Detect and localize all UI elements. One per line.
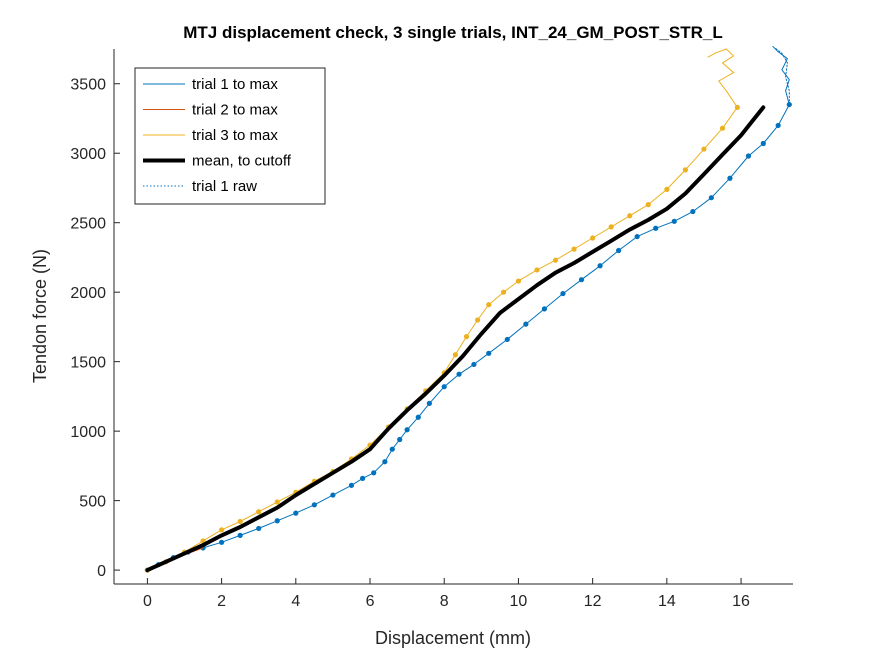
series-trial1-point bbox=[578, 277, 585, 283]
series-trial1-line bbox=[146, 104, 790, 571]
series-trial1-point bbox=[597, 263, 603, 269]
series-trial1-point bbox=[616, 247, 622, 254]
series-trial1-point bbox=[404, 427, 410, 433]
legend-label-trial1raw: trial 1 raw bbox=[192, 178, 257, 195]
series-trial3-point bbox=[463, 334, 470, 340]
series-trial1-point bbox=[690, 208, 696, 215]
series-layer bbox=[144, 45, 792, 573]
trial3-tail-line bbox=[707, 48, 738, 108]
series-trial1-point bbox=[219, 539, 225, 545]
series-trial1-point bbox=[456, 371, 462, 377]
series-trial3-point bbox=[552, 257, 559, 263]
series-trial3-point bbox=[571, 246, 577, 252]
series-trial1-point bbox=[311, 502, 317, 508]
series-trial3-point bbox=[682, 167, 688, 173]
legend-label-mean: mean, to cutoff bbox=[192, 153, 292, 170]
x-tick-label: 0 bbox=[143, 593, 152, 610]
trial1-tail-line bbox=[772, 45, 790, 105]
series-trial1-point bbox=[471, 361, 477, 368]
series-trial3-point bbox=[645, 202, 651, 208]
series-trial3-point bbox=[534, 267, 540, 273]
series-trial1-point bbox=[560, 290, 566, 297]
axes: 0 2 4 6 8 10 12 14 16 0 500 1000 1500 2000 2500 3000 350… bbox=[70, 49, 793, 610]
series-trial3-point bbox=[500, 289, 507, 295]
series-trial1-point bbox=[371, 470, 377, 476]
series-trial1-point bbox=[256, 525, 262, 532]
series-trial3-point bbox=[274, 499, 280, 505]
series-trial1-point bbox=[293, 510, 299, 516]
y-axis-label: Tendon force (N) bbox=[30, 249, 50, 383]
series-trial1-point bbox=[523, 321, 529, 327]
legend-label-trial2: trial 2 to max bbox=[192, 102, 278, 119]
series-trial3-point bbox=[475, 317, 481, 323]
series-trial1-point bbox=[760, 140, 766, 147]
series-trial3-point bbox=[608, 224, 614, 230]
x-tick-label: 16 bbox=[732, 593, 750, 610]
y-tick-label: 3500 bbox=[70, 77, 106, 94]
series-trial3-point bbox=[701, 146, 707, 152]
legend-box bbox=[134, 67, 326, 205]
series-trial3-point bbox=[627, 213, 633, 219]
y-tick-label: 2500 bbox=[70, 216, 106, 233]
series-trial1-point bbox=[441, 384, 447, 390]
series-trial1-point bbox=[274, 518, 280, 524]
series-trial1-point bbox=[504, 336, 510, 343]
x-tick-label: 12 bbox=[584, 593, 602, 610]
series-trial1-point bbox=[541, 306, 548, 312]
legend-label-trial3: trial 3 to max bbox=[192, 127, 278, 144]
series-trial1-point bbox=[382, 459, 388, 465]
series-trial1-point bbox=[237, 532, 243, 538]
series-trial3-point bbox=[515, 278, 522, 284]
series-trial3-point bbox=[452, 352, 458, 358]
series-trial1-point bbox=[727, 175, 733, 181]
legend: trial 1 to max trial 2 to max trial 3 to m… bbox=[134, 67, 326, 205]
series-trial1-point bbox=[708, 195, 714, 201]
y-tick-label: 0 bbox=[97, 563, 106, 580]
y-tick-label: 1000 bbox=[70, 424, 106, 441]
series-trial1-point bbox=[671, 218, 677, 224]
x-axis-label: Displacement (mm) bbox=[375, 628, 531, 648]
series-trial1-point bbox=[389, 446, 395, 452]
series-trial3-point bbox=[219, 527, 225, 533]
series-trial3-point bbox=[486, 302, 492, 308]
x-tick-label: 2 bbox=[217, 593, 226, 610]
legend-label-trial1: trial 1 to max bbox=[192, 76, 278, 93]
series-trial1-point bbox=[653, 225, 659, 231]
x-tick-label: 8 bbox=[440, 593, 449, 610]
series-trial1-point bbox=[634, 233, 640, 240]
series-trial3-point bbox=[734, 104, 740, 110]
x-tick-label: 14 bbox=[658, 593, 676, 610]
series-trial1-point bbox=[348, 482, 355, 488]
series-trial3-point bbox=[237, 518, 243, 525]
series-trial1-point bbox=[486, 350, 492, 356]
series-trial3-point bbox=[719, 125, 726, 131]
series-trial1-point bbox=[415, 414, 421, 420]
series-trial3-point bbox=[664, 186, 670, 192]
series-trial1-point bbox=[426, 400, 432, 406]
series-trial3-point bbox=[590, 235, 596, 241]
series-trial1-point bbox=[330, 492, 336, 498]
chart-title: MTJ displacement check, 3 single trials,… bbox=[183, 23, 722, 42]
series-trial1-point bbox=[397, 436, 403, 443]
x-tick-label: 10 bbox=[510, 593, 528, 610]
series-mean-line bbox=[145, 105, 766, 573]
y-tick-label: 500 bbox=[79, 494, 106, 511]
series-trial1-point bbox=[359, 475, 366, 481]
y-tick-label: 2000 bbox=[70, 285, 106, 302]
series-trial1-point bbox=[745, 153, 752, 159]
series-trial3-point bbox=[256, 509, 262, 515]
series-trial1-point bbox=[775, 122, 781, 129]
series-trial1raw-line bbox=[773, 47, 790, 106]
x-tick-label: 4 bbox=[291, 593, 300, 610]
x-tick-label: 6 bbox=[366, 593, 375, 610]
y-tick-label: 3000 bbox=[70, 146, 106, 163]
y-tick-label: 1500 bbox=[70, 355, 106, 372]
